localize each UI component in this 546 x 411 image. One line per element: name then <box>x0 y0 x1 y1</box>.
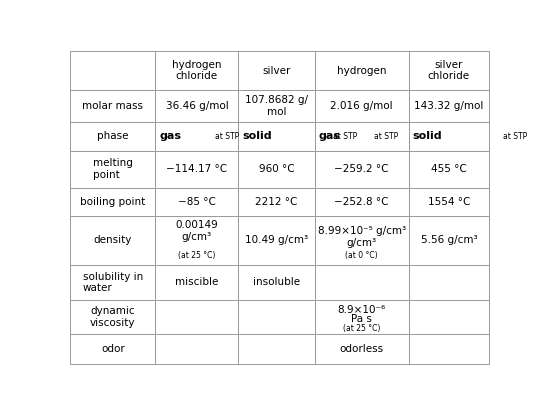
Bar <box>156 265 239 300</box>
Text: silver: silver <box>263 66 290 76</box>
Bar <box>70 216 156 265</box>
Bar <box>408 122 489 150</box>
Bar <box>156 216 239 265</box>
Text: odor: odor <box>101 344 125 354</box>
Bar <box>156 334 239 364</box>
Text: at STP: at STP <box>503 132 527 141</box>
Bar <box>408 216 489 265</box>
Bar <box>70 150 156 188</box>
Text: dynamic
viscosity: dynamic viscosity <box>90 306 135 328</box>
Bar <box>70 334 156 364</box>
Bar <box>314 216 408 265</box>
Bar <box>70 51 156 90</box>
Bar <box>314 334 408 364</box>
Bar <box>408 90 489 122</box>
Bar <box>314 51 408 90</box>
Text: −252.8 °C: −252.8 °C <box>334 197 389 207</box>
Bar <box>314 122 408 150</box>
Bar <box>239 334 314 364</box>
Text: at STP: at STP <box>215 132 239 141</box>
Bar <box>239 51 314 90</box>
Bar <box>314 265 408 300</box>
Text: 0.00149
g/cm³: 0.00149 g/cm³ <box>176 220 218 242</box>
Bar <box>239 90 314 122</box>
Text: insoluble: insoluble <box>253 277 300 287</box>
Text: −85 °C: −85 °C <box>178 197 216 207</box>
Bar <box>408 334 489 364</box>
Bar <box>156 51 239 90</box>
Text: g/cm³: g/cm³ <box>347 238 377 248</box>
Text: 455 °C: 455 °C <box>431 164 467 174</box>
Bar <box>239 150 314 188</box>
Text: miscible: miscible <box>175 277 218 287</box>
Text: (at 25 °C): (at 25 °C) <box>343 324 381 333</box>
Text: 2.016 g/mol: 2.016 g/mol <box>330 101 393 111</box>
Bar <box>239 216 314 265</box>
Text: 8.99×10⁻⁵ g/cm³: 8.99×10⁻⁵ g/cm³ <box>318 226 406 236</box>
Text: 36.46 g/mol: 36.46 g/mol <box>165 101 228 111</box>
Bar <box>156 90 239 122</box>
Bar <box>70 265 156 300</box>
Bar <box>156 188 239 216</box>
Bar <box>408 51 489 90</box>
Text: 5.56 g/cm³: 5.56 g/cm³ <box>420 236 477 245</box>
Bar <box>408 300 489 334</box>
Text: 960 °C: 960 °C <box>259 164 294 174</box>
Bar <box>314 150 408 188</box>
Bar <box>70 300 156 334</box>
Bar <box>156 300 239 334</box>
Bar <box>156 122 239 150</box>
Text: hydrogen: hydrogen <box>337 66 387 76</box>
Text: melting
point: melting point <box>93 159 133 180</box>
Text: 10.49 g/cm³: 10.49 g/cm³ <box>245 236 308 245</box>
Text: phase: phase <box>97 132 129 141</box>
Bar <box>314 188 408 216</box>
Text: gas: gas <box>319 132 341 141</box>
Bar <box>408 188 489 216</box>
Bar <box>239 122 314 150</box>
Bar <box>156 150 239 188</box>
Text: at STP: at STP <box>374 132 398 141</box>
Bar <box>70 122 156 150</box>
Text: −114.17 °C: −114.17 °C <box>167 164 228 174</box>
Bar <box>239 300 314 334</box>
Text: solid: solid <box>242 132 272 141</box>
Text: density: density <box>94 236 132 245</box>
Text: 8.9×10⁻⁶: 8.9×10⁻⁶ <box>337 305 386 315</box>
Bar <box>239 265 314 300</box>
Text: (at 25 °C): (at 25 °C) <box>178 251 216 260</box>
Text: boiling point: boiling point <box>80 197 146 207</box>
Text: 1554 °C: 1554 °C <box>428 197 470 207</box>
Bar <box>314 300 408 334</box>
Text: solubility in
water: solubility in water <box>83 272 143 293</box>
Bar <box>239 188 314 216</box>
Bar <box>70 188 156 216</box>
Text: −259.2 °C: −259.2 °C <box>334 164 389 174</box>
Text: gas: gas <box>159 132 182 141</box>
Text: hydrogen
chloride: hydrogen chloride <box>172 60 222 81</box>
Text: solid: solid <box>413 132 442 141</box>
Text: 143.32 g/mol: 143.32 g/mol <box>414 101 484 111</box>
Bar <box>70 90 156 122</box>
Text: 107.8682 g/
mol: 107.8682 g/ mol <box>245 95 308 117</box>
Text: odorless: odorless <box>340 344 384 354</box>
Text: molar mass: molar mass <box>82 101 144 111</box>
Bar <box>408 150 489 188</box>
Text: (at 0 °C): (at 0 °C) <box>345 251 378 260</box>
Text: 2212 °C: 2212 °C <box>256 197 298 207</box>
Text: at STP: at STP <box>333 132 357 141</box>
Text: Pa s: Pa s <box>351 314 372 324</box>
Text: silver
chloride: silver chloride <box>428 60 470 81</box>
Bar <box>408 265 489 300</box>
Bar <box>314 90 408 122</box>
